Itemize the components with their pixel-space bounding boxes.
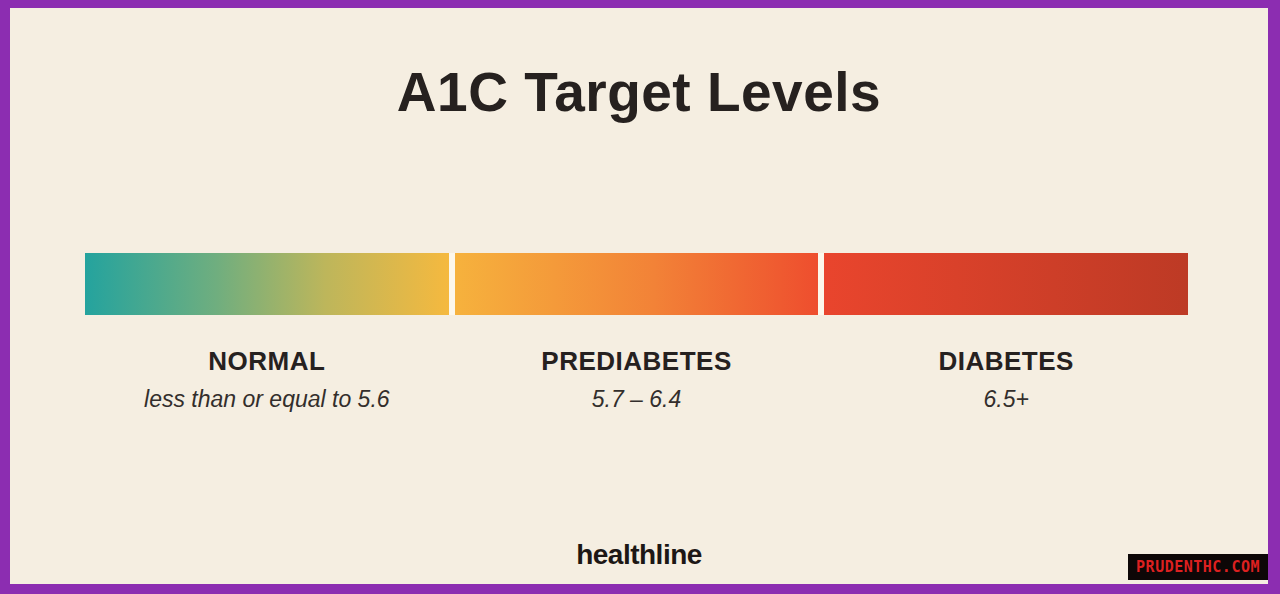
range-label-normal: NORMAL less than or equal to 5.6 [85,346,449,413]
page-title: A1C Target Levels [10,62,1268,123]
range-label-diabetes: DIABETES 6.5+ [824,346,1188,413]
a1c-scale-bar [85,253,1188,315]
scale-segment-diabetes [824,253,1188,315]
watermark-badge: PRUDENTHC.COM [1128,554,1268,580]
range-category-diabetes: DIABETES [824,346,1188,377]
range-category-normal: NORMAL [85,346,449,377]
infographic-canvas: A1C Target Levels NORMAL less than or eq… [10,8,1268,584]
range-labels-row: NORMAL less than or equal to 5.6 PREDIAB… [85,346,1188,413]
range-label-prediabetes: PREDIABETES 5.7 – 6.4 [455,346,819,413]
range-value-diabetes: 6.5+ [824,386,1188,413]
watermark-text: PRUDENTHC.COM [1136,558,1260,576]
range-category-prediabetes: PREDIABETES [455,346,819,377]
scale-segment-normal [85,253,449,315]
scale-segment-prediabetes [455,253,819,315]
range-value-normal: less than or equal to 5.6 [85,386,449,413]
range-value-prediabetes: 5.7 – 6.4 [455,386,819,413]
healthline-logo: healthline [10,539,1268,571]
